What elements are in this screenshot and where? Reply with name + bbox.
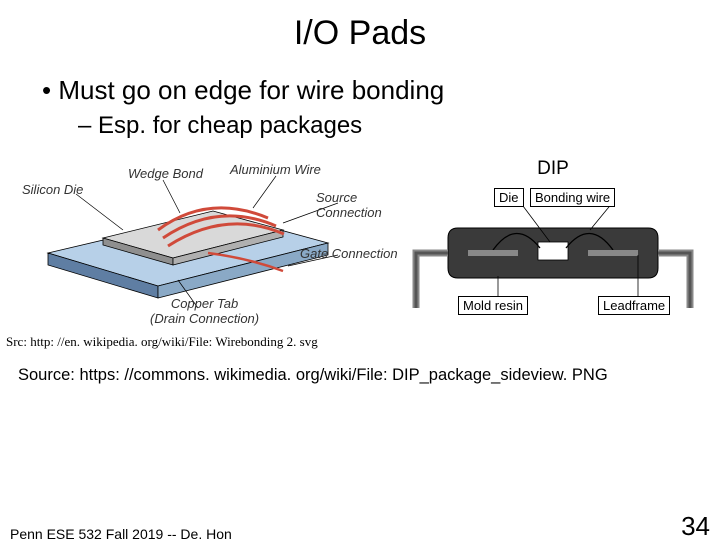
bullet-level2: Esp. for cheap packages [78, 112, 720, 140]
label-copper-tab: Copper Tab (Drain Connection) [150, 296, 259, 326]
label-leadframe: Leadframe [598, 296, 670, 315]
label-aluminium-wire: Aluminium Wire [230, 162, 321, 177]
page-title: I/O Pads [0, 14, 720, 53]
bullet1-text: Must go on edge for wire bonding [58, 75, 444, 105]
figure-row: Silicon Die Wedge Bond Aluminium Wire So… [0, 158, 720, 328]
footer: Penn ESE 532 Fall 2019 -- De. Hon 34 [10, 511, 710, 542]
label-mold-resin: Mold resin [458, 296, 528, 315]
label-silicon-die: Silicon Die [22, 182, 83, 197]
bullet-list: Must go on edge for wire bonding Esp. fo… [42, 75, 720, 140]
page-number: 34 [681, 511, 710, 542]
bullet-level1: Must go on edge for wire bonding [42, 75, 720, 106]
label-die: Die [494, 188, 524, 207]
label-wedge-bond: Wedge Bond [128, 166, 203, 181]
label-bonding-wire: Bonding wire [530, 188, 615, 207]
label-gate-connection: Gate Connection [300, 246, 398, 261]
dip-diagram: DIP Die Bonding wire Mold resin Le [398, 158, 708, 328]
wirebonding-diagram: Silicon Die Wedge Bond Aluminium Wire So… [8, 158, 388, 318]
source-text-1: Src: http: //en. wikipedia. org/wiki/Fil… [6, 334, 720, 350]
label-source-connection: Source Connection [316, 190, 382, 220]
bullet2-text: Esp. for cheap packages [98, 112, 362, 139]
source-text-2: Source: https: //commons. wikimedia. org… [18, 366, 720, 385]
